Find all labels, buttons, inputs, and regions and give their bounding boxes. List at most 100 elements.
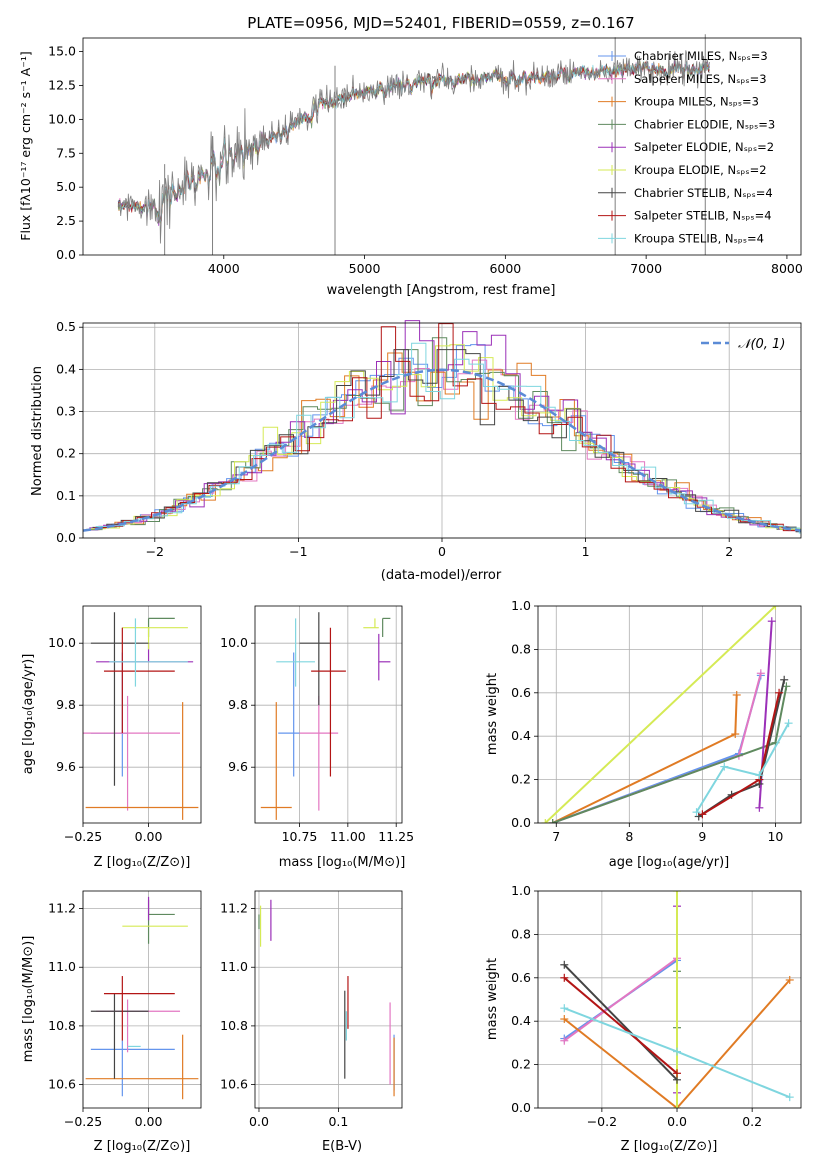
spectrum-xlabel: wavelength [Angstrom, rest frame] [327,283,556,298]
legend-label: Chabrier ELODIE, Nₛₚₛ=3 [634,117,775,131]
age-z-xlabel: Z [log₁₀(Z/Z⊙)] [94,855,191,870]
spectrum-xtick-label: 6000 [489,261,521,276]
ytick-label: 0.4 [511,728,531,743]
xtick-label: 11.00 [330,829,366,844]
ytick-label: 11.0 [220,959,248,974]
grid [255,606,402,823]
spectrum-ylabel: Flux [fλ10⁻¹⁷ erg cm⁻² s⁻¹ A⁻¹] [18,51,33,240]
weight-line [563,964,678,1081]
xtick-label: 10 [767,829,783,844]
spectrum-legend: Chabrier MILES, Nₛₚₛ=3 Salpeter MILES, Nₛ… [598,49,775,245]
residual-histogram [95,342,801,534]
ytick-label: 0.8 [511,926,531,941]
weight-line [563,957,678,1042]
residuals-xtick-label: 1 [582,544,590,559]
spectrum-ytick-label: 10.0 [48,111,76,126]
ytick-label: 9.8 [56,697,76,712]
age-mass-xlabel: mass [log₁₀(M/M⊙)] [279,855,406,870]
spectrum-lines [117,34,710,255]
ytick-label: 0.0 [511,815,531,830]
legend-label: Kroupa MILES, Nₛₚₛ=3 [634,95,759,109]
ytick-label: 10.6 [220,1077,248,1092]
ytick-label: 10.8 [48,1018,76,1033]
mw-age-ylabel: mass weight [485,673,500,755]
residuals-xlabel: (data-model)/error [381,568,502,583]
spectrum-ytick-label: 15.0 [48,44,76,59]
ytick-label: 9.6 [228,759,248,774]
xtick-label: 8 [625,829,633,844]
legend-label: Salpeter MILES, Nₛₚₛ=3 [634,72,767,86]
mass-vs-Z-axes-frame [82,890,202,1109]
residuals-ytick-label: 0.0 [56,530,76,545]
residuals-xtick-label: −1 [289,544,307,559]
ytick-label: 0.0 [511,1100,531,1115]
legend-label: Salpeter ELODIE, Nₛₚₛ=2 [634,140,774,154]
ytick-label: 10.8 [220,1018,248,1033]
residuals-ytick-label: 0.2 [56,446,76,461]
model-spectrum-line [117,61,710,223]
weight-line [563,979,791,1108]
spectrum-ytick-label: 0.0 [56,247,76,262]
residual-histogram [89,320,801,531]
grid [82,891,201,1108]
residual-histogram [86,352,801,531]
spectrum-title: PLATE=0956, MJD=52401, FIBERID=0559, z=0… [247,14,634,32]
weight-line [552,675,762,823]
xtick-label: 0.2 [742,1114,762,1129]
age-vs-Z-marks [83,612,199,820]
residuals-ylabel: Normed distribution [30,366,45,496]
weight-line [563,977,678,1075]
spectrum-xtick-label: 4000 [208,261,240,276]
xtick-label: −0.2 [587,1114,617,1129]
age-vs-Z-axes-frame [82,605,202,824]
mw-z-ylabel: mass weight [485,958,500,1040]
legend-label: Kroupa STELIB, Nₛₚₛ=4 [634,231,764,245]
spectrum-axes-frame [82,37,802,256]
mass-z-xlabel: Z [log₁₀(Z/Z⊙)] [94,1139,191,1154]
mass-vs-EBV-axes-frame [254,890,403,1109]
spectrum-xtick-label: 8000 [771,261,803,276]
ytick-label: 1.0 [511,598,531,613]
ytick-label: 0.2 [511,1057,531,1072]
xtick-label: 10.75 [282,829,318,844]
age-vs-mass-marks [260,612,391,820]
spectrum-xtick-label: 5000 [349,261,381,276]
weight-line [695,722,790,813]
residuals-ytick-label: 0.1 [56,488,76,503]
mass-vs-Z-panel: −0.25 0.00 10.6 10.8 11.0 11.2 [48,890,202,1129]
xtick-label: 9 [698,829,706,844]
legend-label: Chabrier STELIB, Nₛₚₛ=4 [634,186,773,200]
age-vs-mass-axes-frame [254,605,403,824]
residuals-ytick-label: 0.5 [56,319,76,334]
normal-legend-label: 𝒩(0, 1) [738,337,785,352]
mass-z-ylabel: mass [log₁₀(M/M⊙)] [21,936,36,1063]
ytick-label: 0.2 [511,772,531,787]
age-vs-Z-panel: −0.25 0.00 9.6 9.8 10.0 [48,605,202,844]
mass-ebv-xlabel: E(B-V) [322,1139,362,1154]
weight-line [544,606,777,823]
mass-vs-Z-marks [85,896,199,1100]
residuals-ytick-label: 0.3 [56,404,76,419]
spectrum-ytick-label: 12.5 [48,77,76,92]
observed-spectrum-line [117,50,710,244]
ytick-label: 10.0 [48,635,76,650]
residual-histograms [83,320,801,534]
xtick-label: 11.25 [378,829,414,844]
ytick-label: 11.2 [48,901,76,916]
grid [538,890,801,1109]
ytick-label: 0.6 [511,685,531,700]
residual-histogram [92,349,801,533]
residual-histogram [90,344,801,530]
ytick-label: 11.0 [48,959,76,974]
xtick-label: 0.00 [135,1114,163,1129]
ytick-label: 10.0 [220,635,248,650]
ytick-label: 0.6 [511,970,531,985]
age-z-ylabel: age [log₁₀(age/yr)] [21,654,36,775]
model-spectrum-line [118,60,710,223]
massweight-vs-age-panel: 7 8 9 10 0.0 0.2 0.4 0.6 0.8 1.0 [511,598,802,844]
legend-label: Salpeter STELIB, Nₛₚₛ=4 [634,209,772,223]
massweight-vs-Z-panel: −0.2 0.0 0.2 0.0 0.2 0.4 0.6 0.8 1.0 [511,883,802,1129]
ytick-label: 9.6 [56,759,76,774]
xtick-label: −0.25 [64,1114,102,1129]
